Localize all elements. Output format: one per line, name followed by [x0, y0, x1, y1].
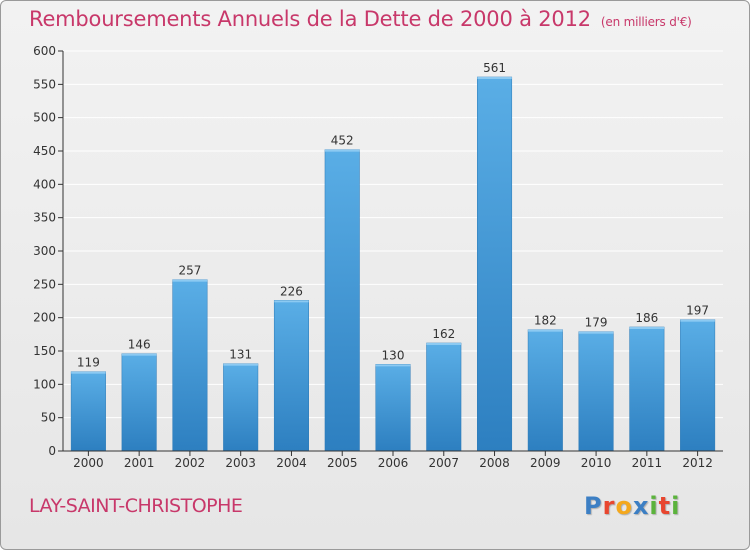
x-tick-label: 2010 — [581, 456, 612, 470]
bar-highlight — [223, 363, 258, 366]
bar — [578, 331, 614, 452]
bar — [70, 371, 106, 452]
data-label: 146 — [128, 338, 151, 352]
proxiti-logo: Proxiti — [584, 492, 680, 520]
y-tick-label: 100 — [33, 377, 56, 391]
data-label: 186 — [635, 311, 658, 325]
logo-letter: i — [671, 492, 681, 520]
bar-highlight — [274, 300, 309, 303]
bar — [223, 363, 259, 452]
data-label: 452 — [331, 134, 354, 148]
x-tick-label: 2008 — [479, 456, 510, 470]
bar — [629, 326, 665, 452]
x-tick-label: 2003 — [225, 456, 256, 470]
logo-letter: o — [615, 492, 633, 520]
data-label: 130 — [382, 348, 405, 362]
x-tick-label: 2009 — [530, 456, 561, 470]
data-label: 257 — [178, 264, 201, 278]
x-tick-label: 2001 — [124, 456, 155, 470]
chart-title-text: Remboursements Annuels de la Dette de 20… — [29, 7, 591, 31]
y-tick-label: 450 — [33, 144, 56, 158]
x-tick-label: 2000 — [73, 456, 104, 470]
y-tick-label: 400 — [33, 177, 56, 191]
x-tick-label: 2011 — [632, 456, 663, 470]
grid-lines — [63, 50, 723, 419]
labels: 0 50 100 150 200 250 300 350 400 450 500 550 600 119 2… — [33, 44, 713, 470]
bar-highlight — [528, 329, 563, 332]
bar — [477, 76, 513, 452]
x-tick-label: 2004 — [276, 456, 307, 470]
x-tick-label: 2006 — [378, 456, 409, 470]
y-tick-label: 300 — [33, 244, 56, 258]
bar — [121, 353, 157, 452]
data-label: 226 — [280, 284, 303, 298]
data-label: 119 — [77, 356, 100, 370]
bar — [324, 149, 360, 452]
bar-highlight — [324, 149, 360, 152]
y-tick-label: 600 — [33, 44, 56, 58]
data-label: 197 — [686, 304, 709, 318]
bar-highlight — [172, 279, 208, 282]
bar-highlight — [375, 364, 411, 367]
bar-highlight — [71, 371, 106, 374]
bar-highlight — [629, 327, 665, 329]
logo-letter: r — [602, 492, 616, 520]
bar-highlight — [578, 331, 614, 334]
logo-letter: t — [658, 492, 672, 520]
commune-name: LAY-SAINT-CHRISTOPHE — [29, 495, 243, 517]
logo-letter: P — [584, 492, 603, 520]
axes — [58, 50, 723, 456]
bar-highlight — [426, 343, 462, 345]
bar — [375, 364, 411, 452]
bar-highlight — [121, 353, 157, 356]
chart-title: Remboursements Annuels de la Dette de 20… — [29, 7, 692, 31]
y-tick-label: 250 — [33, 277, 56, 291]
data-label: 561 — [483, 61, 506, 75]
bars — [70, 76, 716, 452]
bar-highlight — [477, 77, 512, 79]
logo-letter: x — [632, 492, 650, 520]
data-label: 131 — [229, 348, 252, 362]
data-label: 179 — [585, 316, 608, 330]
bar — [172, 279, 208, 452]
bar — [273, 300, 309, 452]
x-tick-label: 2007 — [428, 456, 459, 470]
y-tick-label: 500 — [33, 111, 56, 125]
bar — [426, 342, 462, 452]
y-tick-label: 550 — [33, 77, 56, 91]
y-tick-label: 350 — [33, 211, 56, 225]
bar-highlight — [680, 319, 715, 322]
y-tick-label: 50 — [41, 411, 56, 425]
y-tick-label: 0 — [48, 444, 56, 458]
data-label: 182 — [534, 314, 557, 328]
chart-unit-note: (en milliers d'€) — [600, 15, 692, 29]
data-label: 162 — [432, 327, 455, 341]
logo-letter: i — [649, 492, 659, 520]
x-tick-label: 2005 — [327, 456, 358, 470]
x-tick-label: 2002 — [175, 456, 206, 470]
y-tick-label: 150 — [33, 344, 56, 358]
y-tick-label: 200 — [33, 311, 56, 325]
bar — [527, 329, 563, 452]
x-tick-label: 2012 — [682, 456, 713, 470]
bar — [680, 319, 716, 452]
